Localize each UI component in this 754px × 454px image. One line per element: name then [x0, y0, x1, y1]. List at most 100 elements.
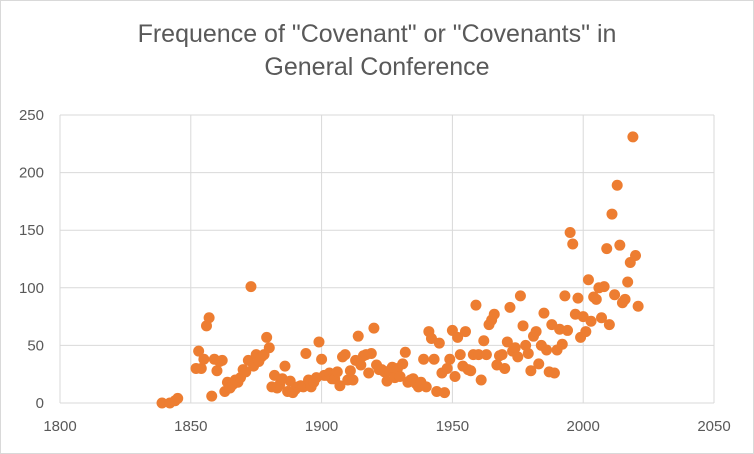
data-point [465, 365, 477, 377]
x-tick-label: 1950 [436, 418, 469, 435]
data-point [439, 387, 451, 399]
data-point [598, 281, 610, 293]
y-tick-label: 250 [19, 107, 44, 124]
data-point [475, 374, 487, 386]
data-point [352, 330, 364, 342]
data-point [449, 371, 461, 383]
data-point [614, 239, 626, 251]
data-point [156, 397, 168, 409]
data-point [331, 366, 343, 378]
data-point [245, 281, 257, 293]
data-point [473, 349, 485, 361]
data-point [211, 365, 223, 377]
data-point [572, 292, 584, 304]
data-point [556, 338, 568, 350]
data-point [368, 322, 380, 334]
data-point [339, 349, 351, 361]
data-point [596, 312, 608, 324]
data-point [195, 362, 207, 374]
data-point [428, 353, 440, 365]
data-point [198, 353, 210, 365]
data-point [478, 335, 490, 347]
data-point [433, 337, 445, 349]
x-axis-tick-labels: 1800 1850 1900 1950 2000 2050 [43, 418, 730, 435]
y-tick-label: 100 [19, 280, 44, 297]
data-point [627, 131, 639, 143]
data-point [496, 349, 508, 361]
data-point [582, 274, 594, 286]
chart-title-line-1: Frequence of "Covenant" or "Covenants" i… [137, 20, 617, 48]
data-point [622, 276, 634, 288]
x-tick-label: 1900 [305, 418, 338, 435]
data-point [619, 293, 631, 305]
x-tick-label: 2050 [697, 418, 730, 435]
y-tick-label: 200 [19, 165, 44, 182]
data-point [564, 227, 576, 239]
data-point [365, 347, 377, 359]
data-point [580, 326, 592, 338]
data-point [459, 326, 471, 338]
data-point [399, 346, 411, 358]
data-point [454, 349, 466, 361]
data-point [418, 353, 430, 365]
data-point [263, 342, 275, 354]
data-point [499, 362, 511, 374]
data-point [601, 243, 613, 255]
data-point [603, 319, 615, 331]
chart-title-line-2: General Conference [264, 53, 490, 81]
data-point [525, 365, 537, 377]
data-point [517, 320, 529, 332]
data-point [548, 367, 560, 379]
data-point [470, 299, 482, 311]
data-point [609, 289, 621, 301]
data-point [606, 208, 618, 220]
data-point [394, 371, 406, 383]
data-point [279, 360, 291, 372]
data-point [444, 353, 456, 365]
data-point [216, 354, 228, 366]
data-point [504, 301, 516, 313]
data-point [512, 351, 524, 363]
data-point [590, 293, 602, 305]
data-point [452, 331, 464, 343]
chart-title: Frequence of "Covenant" or "Covenants" i… [0, 18, 754, 84]
data-point [240, 366, 252, 378]
data-point [363, 367, 375, 379]
data-point [533, 358, 545, 370]
y-tick-label: 50 [27, 337, 44, 354]
data-point [261, 331, 273, 343]
gridlines [59, 114, 715, 404]
data-point [203, 312, 215, 324]
data-point [347, 374, 359, 386]
data-point [344, 365, 356, 377]
data-point [284, 375, 296, 387]
data-point [514, 290, 526, 302]
data-point [538, 307, 550, 319]
data-point [522, 347, 534, 359]
data-point [313, 336, 325, 348]
data-point [480, 349, 492, 361]
data-point [334, 380, 346, 392]
data-point [585, 315, 597, 327]
y-tick-label: 150 [19, 222, 44, 239]
data-point [567, 238, 579, 250]
data-point [611, 179, 623, 191]
data-point [355, 359, 367, 371]
data-point [509, 342, 521, 354]
data-points [156, 131, 644, 409]
y-axis-tick-labels: 0 50 100 150 200 250 [19, 107, 44, 412]
data-point [488, 308, 500, 320]
data-point [501, 336, 513, 348]
x-tick-label: 2000 [567, 418, 600, 435]
data-point [441, 362, 453, 374]
data-point [530, 326, 542, 338]
data-point [300, 347, 312, 359]
data-point [397, 358, 409, 370]
x-tick-label: 1850 [174, 418, 207, 435]
y-tick-label: 0 [36, 395, 44, 412]
data-point [193, 345, 205, 357]
data-point [172, 392, 184, 404]
x-tick-label: 1800 [43, 418, 76, 435]
